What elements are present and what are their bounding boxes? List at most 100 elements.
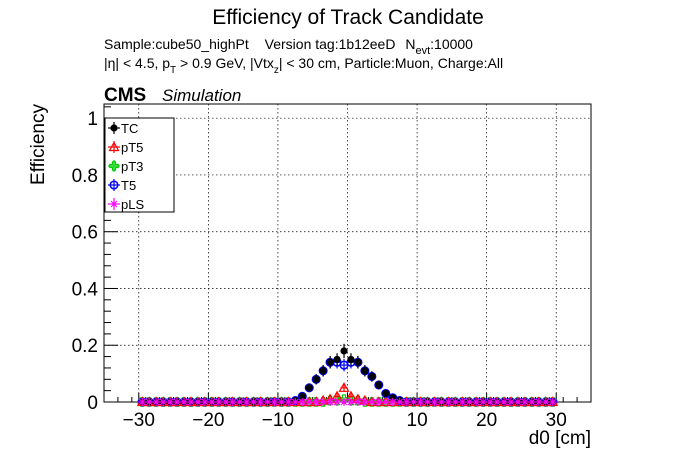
legend: TC pT5 pT3 T5 pLS [104,117,175,213]
pls-marker [200,398,209,406]
pls-marker [465,398,474,406]
pls-marker [381,398,390,406]
pt-subscript: T [170,65,176,76]
pls-marker [110,200,118,208]
pls-marker [416,398,425,406]
pls-marker [360,398,369,406]
pls-marker [159,398,168,406]
pls-marker [249,398,258,406]
pls-marker [305,398,314,406]
pls-marker [423,398,432,406]
pls-marker [395,398,404,406]
pls-marker [193,398,202,406]
y-tick-label: 0.4 [72,279,99,300]
pls-marker [534,398,543,406]
legend-entry-pls: pLS [108,197,144,212]
pt5-marker [338,382,350,392]
nevt-subscript: evt [415,45,430,57]
legend-entry-pt5: pT5 [108,140,143,155]
vtx-subscript: z [274,65,279,76]
tc-marker [368,372,376,381]
sample-label: Sample:cube50_highPt [104,36,249,52]
y-tick-label: 1 [87,109,98,130]
pls-marker [221,398,230,406]
tc-marker [305,384,313,392]
pls-marker [513,398,522,406]
data-points [136,343,559,407]
pt5-marker [108,141,120,152]
pls-marker [353,398,362,406]
pls-marker [186,398,195,406]
pls-marker [166,398,175,406]
y-tick-label: 0.2 [72,336,98,357]
legend-label: pLS [121,197,144,212]
pls-marker [326,398,335,406]
tc-marker [354,358,362,366]
pls-marker [458,398,467,406]
y-tick-label: 0.6 [72,223,98,244]
pls-marker [242,398,251,406]
pls-marker [333,398,342,406]
pls-marker [527,398,536,406]
tc-marker [375,381,383,389]
simulation-label: Simulation [162,86,241,105]
pls-marker [451,398,460,406]
pls-marker [173,398,182,406]
pls-marker [291,398,300,406]
pls-marker [340,398,349,406]
x-tick-label: 30 [546,410,567,431]
axis-ticks: −30 −20 −10 0 10 20 30 0 0.2 0.4 0.6 0.8 1 [72,106,592,431]
pls-marker [402,398,411,406]
pls-marker [506,398,515,406]
pls-marker [270,398,279,406]
pls-marker [298,398,307,406]
pls-marker [277,398,286,406]
eta-cut: |η| < 4.5, p [104,55,170,71]
tc-marker [340,347,348,355]
legend-label: pT5 [121,140,143,155]
pls-marker [444,398,453,406]
info-line-1: Sample:cube50_highPt Version tag:1b12eeD… [104,36,473,57]
pls-marker [472,398,481,406]
pls-marker [409,398,418,406]
pls-marker [374,398,383,406]
pls-marker [235,398,244,406]
legend-label: pT3 [121,159,143,174]
series-pls [138,398,557,406]
x-tick-label: −30 [123,410,155,431]
x-axis-label: d0 [cm] [529,428,591,449]
x-tick-label: −10 [262,410,294,431]
pls-marker [486,398,495,406]
tc-marker [347,355,355,364]
pt3-marker [109,161,119,171]
tc-marker [319,367,327,375]
pls-marker [256,398,265,406]
pls-marker [312,398,321,406]
y-axis-label: Efficiency [28,104,49,185]
pt-cut: > 0.9 GeV, |Vtx [176,55,274,71]
tc-marker [333,355,341,364]
legend-entry-t5: T5 [108,178,136,193]
tc-marker [110,124,118,132]
pls-marker [520,398,529,406]
pls-marker [479,398,488,406]
pls-marker [430,398,439,406]
legend-entry-pt3: pT3 [108,159,143,174]
x-tick-label: 0 [342,410,353,431]
pls-marker [541,398,550,406]
tc-marker [382,389,390,398]
pls-marker [319,398,328,406]
pls-marker [284,398,293,406]
pls-marker [437,398,446,406]
pls-marker [180,398,189,406]
pls-marker [263,398,272,406]
info-line-2: |η| < 4.5, pT > 0.9 GeV, |Vtxz| < 30 cm,… [104,55,503,76]
cms-label: CMS [104,85,146,106]
tc-marker [298,392,306,400]
x-tick-label: 10 [407,410,428,431]
pls-marker [152,398,161,406]
pls-marker [493,398,502,406]
legend-label: TC [121,121,138,136]
chart-title: Efficiency of Track Candidate [212,6,484,29]
pls-marker [214,398,223,406]
